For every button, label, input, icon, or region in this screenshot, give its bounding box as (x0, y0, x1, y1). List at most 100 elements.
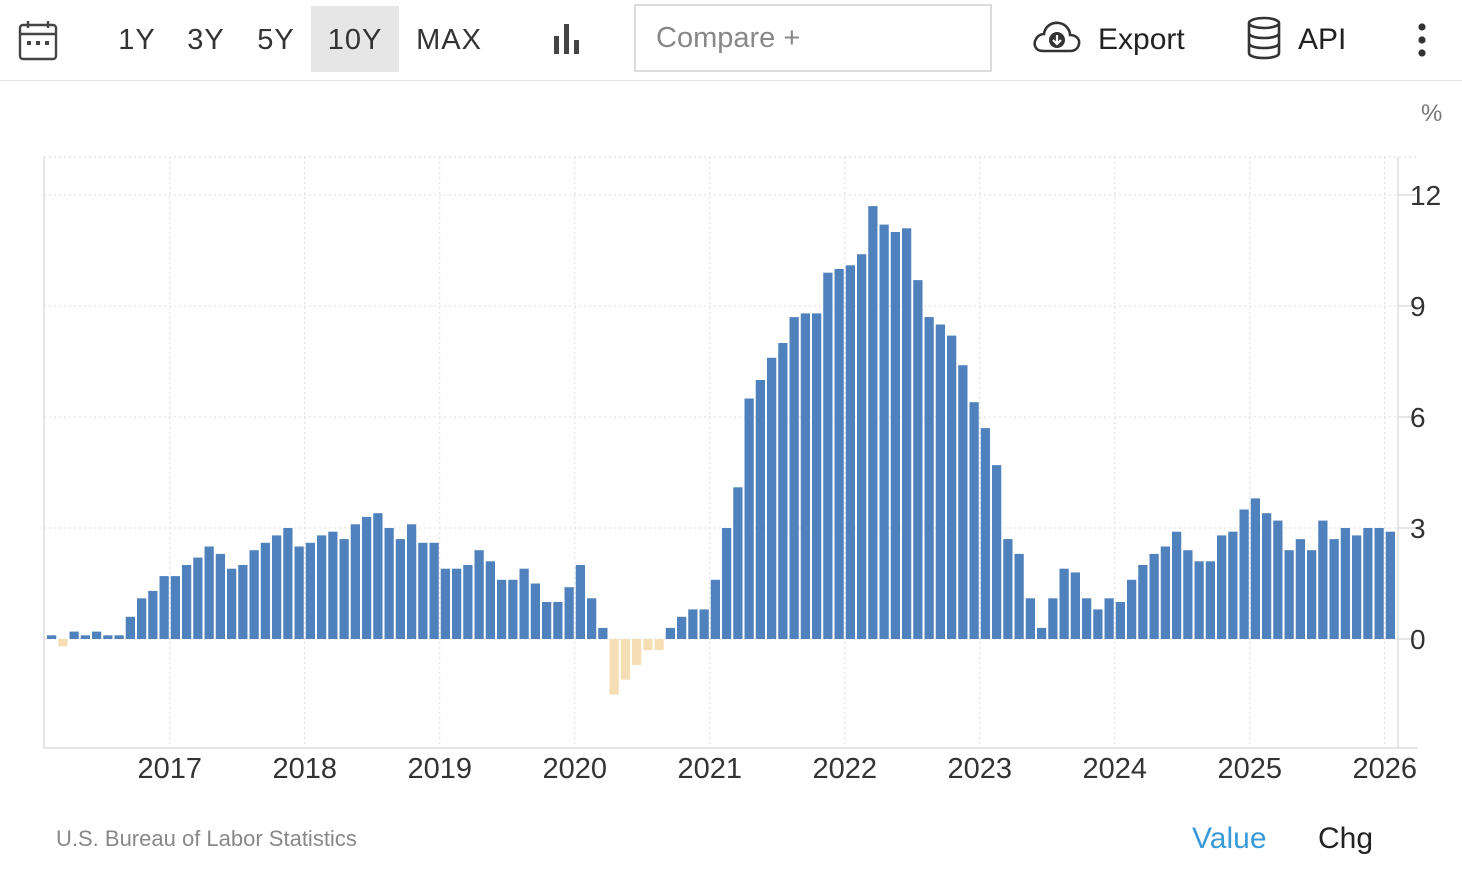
source-label: U.S. Bureau of Labor Statistics (56, 826, 357, 851)
bar (317, 535, 327, 639)
value-tab[interactable]: Value (1192, 822, 1267, 855)
bar (159, 576, 169, 639)
bar (812, 313, 822, 639)
bar (1037, 627, 1047, 639)
export-label: Export (1098, 23, 1185, 56)
database-icon (1246, 16, 1282, 65)
y-tick-label: 12 (1410, 180, 1441, 211)
bar (755, 380, 765, 639)
bar (1284, 550, 1294, 639)
bar (440, 568, 450, 639)
bar (823, 272, 833, 639)
bar (1104, 598, 1114, 639)
bar (1295, 539, 1305, 639)
bar (688, 609, 698, 639)
bar (227, 568, 237, 639)
bar (677, 616, 687, 639)
bar (328, 531, 338, 639)
x-tick-label: 2021 (677, 753, 742, 785)
bar (598, 627, 608, 639)
compare-input[interactable] (634, 4, 992, 72)
toolbar: 1Y 3Y 5Y 10Y MAX Export (0, 0, 1462, 81)
bar (699, 609, 709, 639)
bar (620, 639, 630, 680)
bar (215, 553, 225, 639)
bar (1093, 609, 1103, 639)
bar (283, 528, 293, 639)
bar (553, 602, 563, 639)
bar (272, 535, 282, 639)
api-button[interactable]: API (1246, 12, 1346, 68)
bar (429, 542, 439, 639)
bar (1127, 579, 1137, 639)
bar (913, 280, 923, 639)
bar (530, 583, 540, 639)
bar (1318, 520, 1328, 639)
x-tick-label: 2020 (542, 753, 607, 785)
bar (1217, 535, 1227, 639)
bar (238, 565, 248, 639)
bar (407, 524, 417, 639)
bar (1262, 513, 1272, 639)
bar (497, 579, 507, 639)
bar (1307, 550, 1317, 639)
bar (103, 635, 113, 639)
bar (1115, 602, 1125, 639)
bar (92, 631, 102, 639)
chg-tab[interactable]: Chg (1318, 822, 1374, 855)
bar (125, 616, 135, 639)
bar (767, 357, 777, 639)
bar (373, 513, 383, 639)
x-tick-label: 2018 (272, 753, 337, 785)
bar (47, 635, 57, 639)
export-button[interactable]: Export (1030, 12, 1185, 68)
bar (710, 579, 720, 639)
bar (980, 428, 990, 639)
bar (519, 568, 529, 639)
range-3y-button[interactable]: 3Y (187, 24, 225, 56)
bar (114, 635, 124, 639)
x-tick-label: 2026 (1352, 753, 1417, 785)
more-options-icon[interactable] (1410, 20, 1434, 60)
x-tick-label: 2017 (137, 753, 202, 785)
bar (778, 343, 788, 639)
bar (609, 639, 619, 695)
bar (1183, 550, 1193, 639)
bar (148, 590, 158, 639)
bar (485, 561, 495, 639)
bar (474, 550, 484, 639)
bar (58, 639, 68, 647)
bar-chart-icon[interactable] (550, 20, 584, 58)
bar (193, 557, 203, 639)
bar (1082, 598, 1092, 639)
bar (1205, 561, 1215, 639)
calendar-icon[interactable] (18, 20, 58, 62)
bar (1149, 553, 1159, 639)
bar (1025, 598, 1035, 639)
bar (587, 598, 597, 639)
x-tick-label: 2022 (812, 753, 877, 785)
bar (1059, 568, 1069, 639)
bar (305, 542, 315, 639)
bar (1352, 535, 1362, 639)
bar (733, 487, 743, 639)
bar (1340, 528, 1350, 639)
bar (1250, 498, 1260, 639)
unit-label: % (1421, 100, 1443, 127)
range-max-button[interactable]: MAX (416, 24, 482, 56)
range-10y-button[interactable]: 10Y (311, 6, 399, 72)
range-1y-button[interactable]: 1Y (118, 24, 156, 56)
bar (575, 565, 585, 639)
bar (137, 598, 147, 639)
cloud-download-icon (1030, 18, 1082, 63)
bar (69, 631, 79, 639)
range-5y-button[interactable]: 5Y (257, 24, 295, 56)
bar (542, 602, 552, 639)
bar (362, 516, 372, 639)
bar (744, 398, 754, 639)
bar (1014, 553, 1024, 639)
bar (170, 576, 180, 639)
bar (1228, 531, 1238, 639)
bar (294, 546, 304, 639)
bar (1385, 531, 1395, 639)
